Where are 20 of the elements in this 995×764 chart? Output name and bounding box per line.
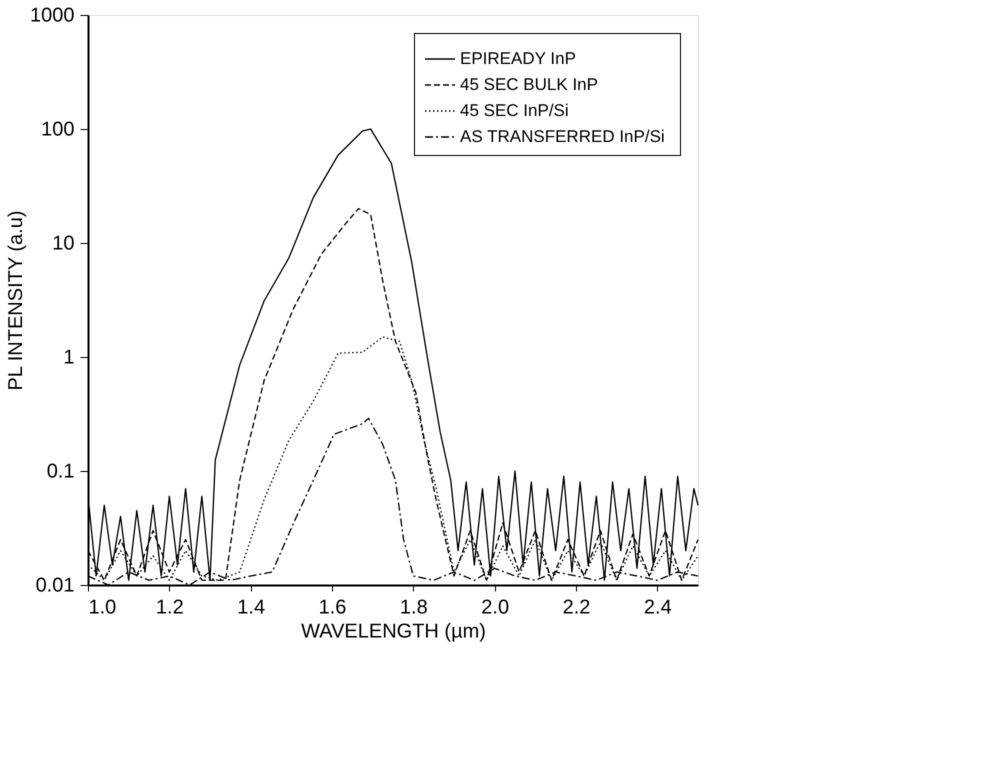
legend-label: 45 SEC BULK InP bbox=[460, 75, 598, 94]
x-tick-label: 2.4 bbox=[644, 596, 672, 618]
x-tick-label: 1.2 bbox=[156, 596, 184, 618]
legend-label: 45 SEC InP/Si bbox=[460, 101, 569, 120]
x-tick-label: 1.8 bbox=[400, 596, 428, 618]
y-tick-label: 0.1 bbox=[46, 460, 74, 482]
y-tick-label: 100 bbox=[41, 118, 74, 140]
x-tick-label: 1.0 bbox=[88, 596, 116, 618]
legend-label: AS TRANSFERRED InP/Si bbox=[460, 127, 665, 146]
x-axis-title: WAVELENGTH (µm) bbox=[301, 620, 486, 642]
y-tick-label: 1000 bbox=[30, 4, 74, 26]
y-tick-label: 0.01 bbox=[36, 574, 74, 596]
legend-label: EPIREADY InP bbox=[460, 49, 576, 68]
x-tick-label: 1.4 bbox=[237, 596, 266, 618]
y-tick-label: 10 bbox=[52, 232, 74, 254]
y-axis-title: PL INTENSITY (a.u) bbox=[5, 210, 28, 391]
y-tick-label: 1 bbox=[63, 346, 74, 368]
x-tick-label: 1.6 bbox=[318, 596, 346, 618]
x-tick-label: 2.0 bbox=[481, 596, 510, 618]
x-tick-label: 2.2 bbox=[562, 596, 590, 618]
